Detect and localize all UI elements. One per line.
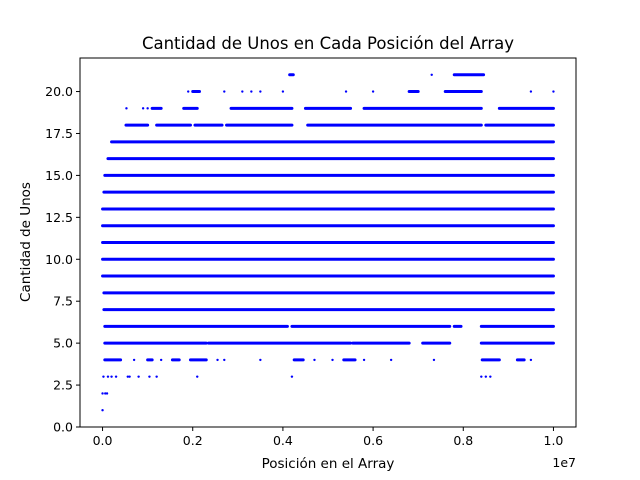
data-point [106, 375, 110, 378]
band-y-20 [187, 90, 555, 94]
band-y-1 [101, 409, 104, 412]
data-point [371, 90, 375, 93]
band-y-21 [288, 73, 486, 77]
data-point [137, 375, 140, 378]
data-point [223, 90, 226, 93]
y-tick-label: 17.5 [45, 126, 73, 141]
data-point [432, 358, 436, 362]
data-point [126, 375, 129, 378]
y-tick-label: 0.0 [53, 420, 73, 435]
chart-title: Cantidad de Unos en Cada Posición del Ar… [142, 34, 514, 53]
data-point [141, 107, 145, 110]
band-y-4 [103, 358, 533, 362]
data-point [187, 90, 190, 93]
data-point [104, 392, 107, 395]
data-point [331, 358, 334, 362]
data-point [290, 375, 294, 378]
data-point [344, 90, 348, 93]
x-tick-label: 0.4 [273, 433, 293, 448]
data-point [389, 358, 393, 362]
data-point [529, 90, 533, 93]
data-point [326, 107, 330, 110]
data-point [489, 375, 492, 378]
y-tick-label: 5.0 [53, 336, 73, 351]
data-point [159, 358, 163, 362]
x-tick-label: 1.0 [544, 433, 564, 448]
data-point [146, 107, 149, 110]
data-point [148, 375, 151, 378]
x-tick-label: 0.6 [363, 433, 383, 448]
plot-frame [79, 57, 577, 428]
data-point [430, 73, 433, 76]
x-tick-label: 0.0 [93, 433, 113, 448]
data-point [313, 358, 316, 362]
data-point [125, 107, 128, 110]
band-y-19 [125, 106, 555, 110]
data-point [480, 375, 483, 378]
data-point [552, 90, 555, 93]
data-point [216, 358, 219, 362]
data-point [259, 90, 262, 93]
data-point [105, 392, 109, 395]
y-axis-ticks: 0.0 2.5 5.0 7.5 10.0 12.5 15.0 17.5 20.0 [45, 84, 80, 435]
data-point [484, 375, 488, 378]
x-axis-label: Posición en el Array [262, 456, 395, 472]
data-points [101, 73, 555, 412]
y-tick-label: 7.5 [53, 294, 73, 309]
x-tick-label: 0.2 [183, 433, 203, 448]
y-tick-label: 2.5 [53, 378, 73, 393]
data-point [223, 358, 226, 362]
data-point [155, 375, 158, 378]
data-point [529, 107, 533, 110]
data-point [259, 358, 262, 362]
data-point [110, 375, 113, 378]
x-tick-label: 0.8 [453, 433, 473, 448]
data-point [281, 90, 285, 93]
data-point [362, 358, 366, 362]
x-axis-offset-label: 1e7 [552, 455, 576, 470]
y-axis-label: Cantidad de Unos [18, 182, 34, 302]
data-point [102, 375, 105, 378]
data-point [196, 375, 199, 378]
data-point [128, 375, 131, 378]
data-point [114, 375, 118, 378]
y-tick-label: 15.0 [45, 168, 73, 183]
band-y-3 [102, 375, 492, 378]
data-point [250, 90, 253, 93]
data-point [101, 409, 104, 412]
y-tick-label: 10.0 [45, 252, 73, 267]
data-point [241, 90, 244, 93]
data-point [529, 358, 533, 362]
x-axis-ticks: 0.0 0.2 0.4 0.6 0.8 1.0 [93, 427, 564, 448]
data-point [101, 392, 104, 395]
y-tick-label: 12.5 [45, 210, 73, 225]
data-point [313, 107, 316, 110]
band-y-2 [101, 392, 109, 395]
y-tick-label: 20.0 [45, 84, 73, 99]
data-point [132, 358, 136, 362]
